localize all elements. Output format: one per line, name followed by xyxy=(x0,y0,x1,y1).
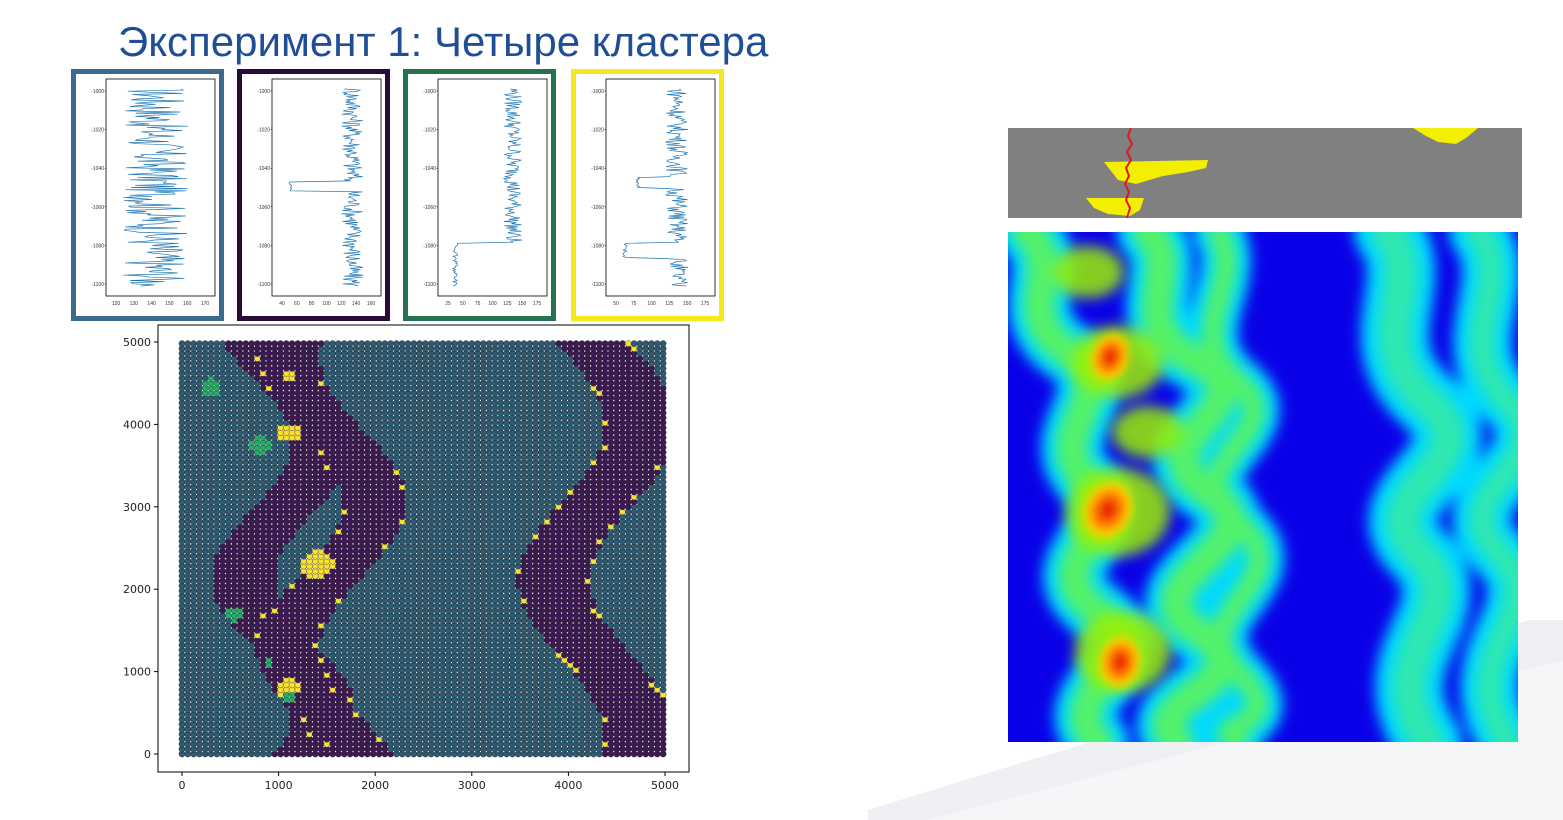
log-xtick-label: 130 xyxy=(130,301,139,307)
log-xtick-label: 60 xyxy=(294,301,300,307)
log-xtick-label: 125 xyxy=(665,301,674,307)
log-ytick-label: -1020 xyxy=(257,128,270,134)
log-xtick-label: 160 xyxy=(183,301,192,307)
cluster-log-panel-2: -1000 -1020 -1040 -1060 -1080 -1100 40 60 80 100 1… xyxy=(237,69,390,321)
log-xtick-label: 50 xyxy=(460,301,466,307)
log-svg: -1000 -1020 -1040 -1060 -1080 -1100 40 60 80 100 1… xyxy=(242,74,385,316)
log-xtick-label: 75 xyxy=(631,301,637,307)
log-ytick-label: -1080 xyxy=(91,243,104,249)
log-ytick-label: -1060 xyxy=(591,205,604,211)
log-ytick-label: -1060 xyxy=(257,205,270,211)
log-ytick-label: -1100 xyxy=(258,282,271,288)
log-ytick-label: -1000 xyxy=(591,89,604,95)
log-xtick-label: 140 xyxy=(352,301,361,307)
log-xtick-label: 120 xyxy=(337,301,346,307)
log-ytick-label: -1000 xyxy=(423,89,436,95)
cluster-log-panel-4: -1000 -1020 -1040 -1060 -1080 -1100 50 75 100 125… xyxy=(571,69,724,321)
log-xtick-label: 125 xyxy=(503,301,512,307)
log-xtick-label: 75 xyxy=(475,301,481,307)
log-ytick-label: -1020 xyxy=(91,128,104,134)
log-ytick-label: -1080 xyxy=(423,243,436,249)
log-xtick-label: 170 xyxy=(201,301,210,307)
log-xtick-label: 40 xyxy=(279,301,285,307)
log-ytick-label: -1100 xyxy=(424,282,437,288)
log-xtick-label: 160 xyxy=(367,301,376,307)
log-xtick-label: 80 xyxy=(309,301,315,307)
log-ytick-label: -1060 xyxy=(91,205,104,211)
log-ytick-label: -1000 xyxy=(257,89,270,95)
log-xtick-label: 100 xyxy=(322,301,331,307)
log-ytick-label: -1020 xyxy=(591,128,604,134)
log-xtick-label: 50 xyxy=(613,301,619,307)
log-xtick-label: 100 xyxy=(647,301,656,307)
cluster-log-panel-3: -1000 -1020 -1040 -1060 -1080 -1100 25 50 75 100 1… xyxy=(403,69,556,321)
log-xtick-label: 150 xyxy=(165,301,174,307)
log-xtick-label: 120 xyxy=(112,301,121,307)
log-xtick-label: 175 xyxy=(701,301,710,307)
log-ytick-label: -1020 xyxy=(423,128,436,134)
log-ytick-label: -1040 xyxy=(591,166,604,172)
log-ytick-label: -1040 xyxy=(91,166,104,172)
log-xtick-label: 175 xyxy=(533,301,542,307)
log-ytick-label: -1080 xyxy=(591,243,604,249)
log-ytick-label: -1040 xyxy=(423,166,436,172)
log-ytick-label: -1000 xyxy=(91,89,104,95)
log-svg: -1000 -1020 -1040 -1060 -1080 -1100 50 75 100 125… xyxy=(576,74,719,316)
log-ytick-label: -1100 xyxy=(592,282,605,288)
log-ytick-label: -1080 xyxy=(257,243,270,249)
log-ytick-label: -1100 xyxy=(92,282,105,288)
log-ytick-label: -1060 xyxy=(423,205,436,211)
log-xtick-label: 100 xyxy=(488,301,497,307)
log-xtick-label: 140 xyxy=(147,301,156,307)
cluster-log-panel-1: -1000 -1020 -1040 -1060 -1080 -1100 120 130 140 1… xyxy=(71,69,224,321)
page-title: Эксперимент 1: Четыре кластера xyxy=(118,18,768,66)
log-svg: -1000 -1020 -1040 -1060 -1080 -1100 120 130 140 1… xyxy=(76,74,219,316)
log-xtick-label: 150 xyxy=(518,301,527,307)
log-xtick-label: 150 xyxy=(683,301,692,307)
log-ytick-label: -1040 xyxy=(257,166,270,172)
log-xtick-label: 25 xyxy=(445,301,451,307)
log-svg: -1000 -1020 -1040 -1060 -1080 -1100 25 50 75 100 1… xyxy=(408,74,551,316)
